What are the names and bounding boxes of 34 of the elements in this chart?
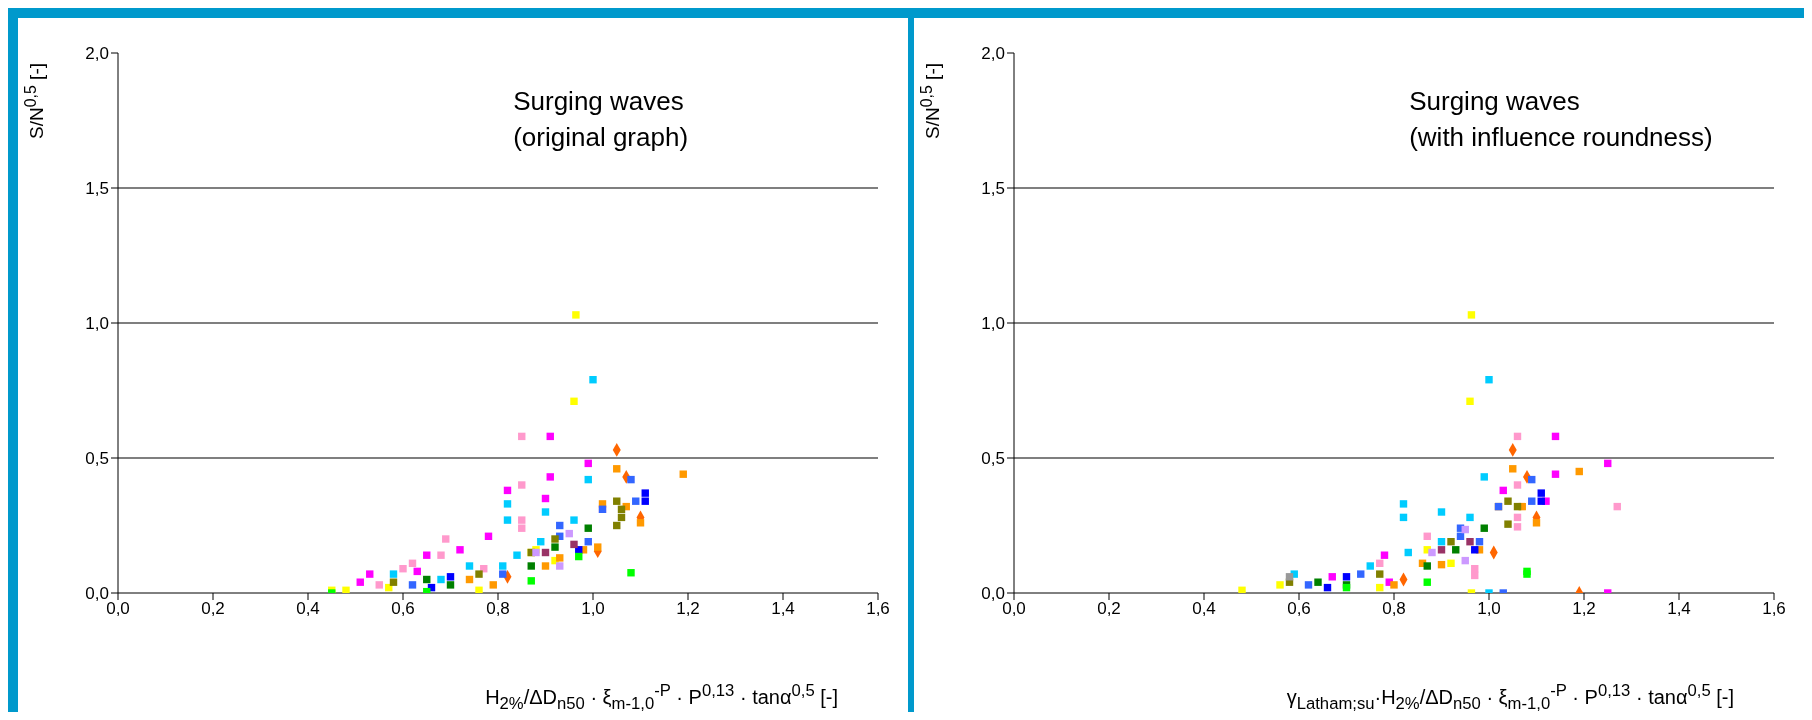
text: (with influence roundness) — [1409, 121, 1713, 154]
x-tick-label: 1,0 — [581, 599, 605, 619]
x-tick-label: 0,0 — [1002, 599, 1026, 619]
x-tick-label: 0,2 — [201, 599, 225, 619]
text: (original graph) — [513, 121, 689, 154]
x-tick-label: 1,4 — [771, 599, 795, 619]
x-tick-label: 0,8 — [1382, 599, 1406, 619]
x-tick-label: 0,8 — [486, 599, 510, 619]
x-tick-label: 0,0 — [106, 599, 130, 619]
text: γ$_{Latham;su}$·H$_{2%}$/ΔD$_{n50}$ · ξ$_{m-1,0}$$^{-P}$ · P$^{0,13}$ · tanα$^{0,5}$ [-] — [1286, 681, 1734, 713]
x-tick-label: 0,6 — [391, 599, 415, 619]
x-tick-label: 1,2 — [676, 599, 700, 619]
y-tick-label: 2,0 — [85, 44, 109, 64]
text: Surging waves — [1409, 85, 1581, 118]
x-tick-label: 1,6 — [866, 599, 890, 619]
x-tick-label: 1,6 — [1762, 599, 1786, 619]
x-tick-label: 0,4 — [296, 599, 320, 619]
text: H$_{2%}$/ΔD$_{n50}$ · ξ$_{m-1,0}$$^{-P}$ · P$^{0,13}$ · tanα$^{0,5}$ [-] — [485, 681, 838, 713]
y-tick-label: 1,5 — [85, 179, 109, 199]
y-tick-label: 0,0 — [85, 584, 109, 604]
y-tick-label: 1,5 — [981, 179, 1005, 199]
text: Surging waves — [513, 85, 685, 118]
x-tick-label: 0,6 — [1287, 599, 1311, 619]
y-tick-label: 1,0 — [85, 314, 109, 334]
x-tick-label: 0,2 — [1097, 599, 1121, 619]
y-tick-label: 2,0 — [981, 44, 1005, 64]
y-tick-label: 1,0 — [981, 314, 1005, 334]
x-tick-label: 0,4 — [1192, 599, 1216, 619]
y-tick-label: 0,5 — [85, 449, 109, 469]
x-tick-label: 1,2 — [1572, 599, 1596, 619]
y-tick-label: 0,0 — [981, 584, 1005, 604]
x-tick-label: 1,4 — [1667, 599, 1691, 619]
y-tick-label: 0,5 — [981, 449, 1005, 469]
x-tick-label: 1,0 — [1477, 599, 1501, 619]
